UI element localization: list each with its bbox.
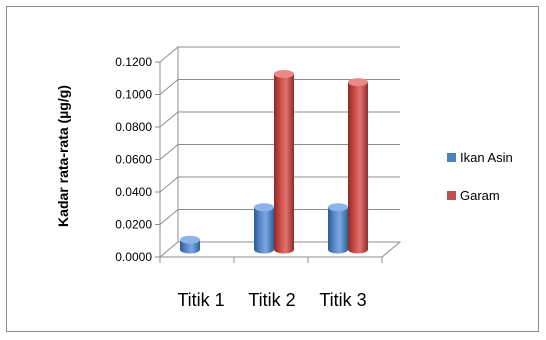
legend-swatch-garam xyxy=(447,191,456,200)
legend-label-ikan-asin: Ikan Asin xyxy=(460,150,513,165)
x-tick-label: Titik 1 xyxy=(177,290,224,310)
bar-garam-titik-2 xyxy=(274,70,294,254)
x-tick-labels: Titik 1 Titik 2 Titik 3 xyxy=(177,290,366,310)
axes xyxy=(155,61,383,263)
bar-body xyxy=(274,74,294,254)
bar-body xyxy=(328,207,348,254)
legend-swatch-ikan-asin xyxy=(447,153,456,162)
y-tick-label: 0.0400 xyxy=(115,185,152,199)
gridline xyxy=(159,176,400,193)
bar-top xyxy=(254,203,274,212)
bar-top xyxy=(348,78,368,87)
y-tick-labels: 0.0000 0.0200 0.0400 0.0600 0.0800 0.1000 0.12… xyxy=(115,55,152,264)
bar-ikan-asin-titik-2 xyxy=(254,203,274,254)
gridline xyxy=(159,209,400,225)
bar-top xyxy=(274,70,294,78)
gridline xyxy=(159,46,400,63)
gridline xyxy=(159,79,400,95)
bar-body xyxy=(254,207,274,254)
x-tick-label: Titik 2 xyxy=(248,290,295,310)
chart-frame xyxy=(6,6,539,332)
bar-ikan-asin-titik-1 xyxy=(180,235,200,254)
bar-body xyxy=(348,82,368,254)
legend-label-garam: Garam xyxy=(460,188,500,203)
gridlines xyxy=(159,46,400,225)
bar-top xyxy=(328,203,348,212)
gridline xyxy=(159,144,400,160)
x-tick-label: Titik 3 xyxy=(319,290,366,310)
y-tick-label: 0.1000 xyxy=(115,88,152,102)
y-axis-title: Kadar rata-rata (µg/g) xyxy=(55,85,71,227)
bar-top xyxy=(180,235,200,244)
bar-garam-titik-3 xyxy=(348,78,368,254)
legend: Ikan Asin Garam xyxy=(447,150,513,203)
gridline xyxy=(159,111,400,128)
y-tick-label: 0.0800 xyxy=(115,120,152,134)
y-tick-label: 0.0000 xyxy=(115,250,152,264)
y-tick-label: 0.0600 xyxy=(115,153,152,167)
bar-ikan-asin-titik-3 xyxy=(328,203,348,254)
y-tick-label: 0.0200 xyxy=(115,218,152,232)
y-tick-label: 0.1200 xyxy=(115,55,152,69)
bars xyxy=(180,70,368,254)
